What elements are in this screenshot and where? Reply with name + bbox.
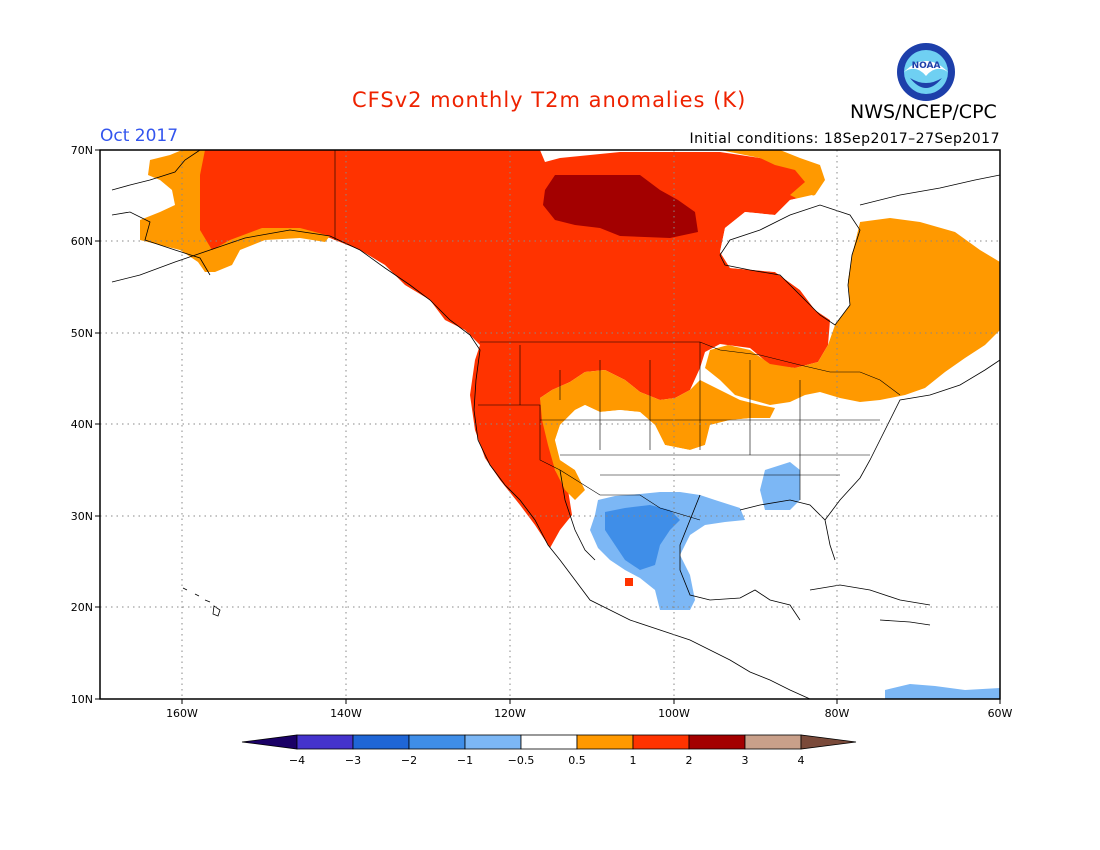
colorbar-tick-label: 3 (742, 754, 749, 767)
colorbar-cell (408, 734, 466, 750)
anomaly-region-neg-2-to-neg-1 (605, 505, 680, 570)
colorbar-cell (744, 734, 802, 750)
colorbar-cell (576, 734, 634, 750)
colorbar-cell-min (241, 734, 298, 750)
anomaly-region-1-to-2 (182, 150, 830, 548)
agency-label: NWS/NCEP/CPC (850, 101, 997, 123)
lon-label-120w: 120W (494, 707, 526, 720)
noaa-logo-text: NOAA (912, 61, 941, 71)
map-gridlines (100, 150, 1000, 699)
axis-ticks (95, 149, 1001, 704)
lat-label-10n: 10N (71, 693, 93, 706)
colorbar-tick-label: −4 (289, 754, 305, 767)
lat-label-30n: 30N (71, 510, 93, 523)
lon-label-140w: 140W (330, 707, 362, 720)
coastlines (111, 150, 1000, 699)
initial-conditions-label: Initial conditions: 18Sep2017–27Sep2017 (689, 131, 1000, 147)
lon-label-100w: 100W (658, 707, 690, 720)
lon-label-160w: 160W (166, 707, 198, 720)
lon-label-80w: 80W (825, 707, 850, 720)
colorbar-cell (688, 734, 746, 750)
political-borders (334, 150, 901, 521)
valid-month-label: Oct 2017 (100, 126, 179, 146)
colorbar-cell (464, 734, 522, 750)
anomaly-region-0.5-to-1-east-canada (705, 218, 1000, 405)
lat-label-40n: 40N (71, 418, 93, 431)
colorbar-cell-max (800, 734, 857, 750)
colorbar-tick-label: −3 (345, 754, 361, 767)
colorbar-tick-label: −2 (401, 754, 417, 767)
colorbar-tick-label: −0.5 (508, 754, 535, 767)
colorbar-cell (296, 734, 354, 750)
colorbar-tick-label: 1 (630, 754, 637, 767)
lon-label-60w: 60W (988, 707, 1013, 720)
lat-label-60n: 60N (71, 235, 93, 248)
anomaly-region-0.5-to-1-alaska (140, 150, 330, 272)
anomaly-region-2-to-3 (543, 175, 698, 238)
map-title: CFSv2 monthly T2m anomalies (K) (352, 88, 747, 112)
lat-label-20n: 20N (71, 601, 93, 614)
anomaly-region-neg-1-southeast (760, 462, 800, 510)
hawaii-islands (182, 587, 221, 617)
noaa-logo-icon: NOAA (897, 43, 955, 101)
neutral-region-us-interior (555, 405, 885, 520)
anomaly-region-0.5-to-1-north-rim (720, 150, 825, 200)
anomaly-region-0.5-to-1-plains (540, 370, 775, 500)
anomaly-cell-red (625, 578, 633, 586)
neutral-region-hudson-bay (720, 195, 860, 325)
lat-label-70n: 70N (71, 144, 93, 157)
colorbar-cell (520, 734, 578, 750)
lat-label-50n: 50N (71, 327, 93, 340)
colorbar-tick-label: 4 (798, 754, 805, 767)
anomaly-region-neg-1-caribbean (885, 684, 1000, 699)
colorbar-cell (632, 734, 690, 750)
colorbar-tick-label: −1 (457, 754, 473, 767)
colorbar-tick-label: 0.5 (568, 754, 586, 767)
colorbar-tick-label: 2 (686, 754, 693, 767)
colorbar-cell (352, 734, 410, 750)
